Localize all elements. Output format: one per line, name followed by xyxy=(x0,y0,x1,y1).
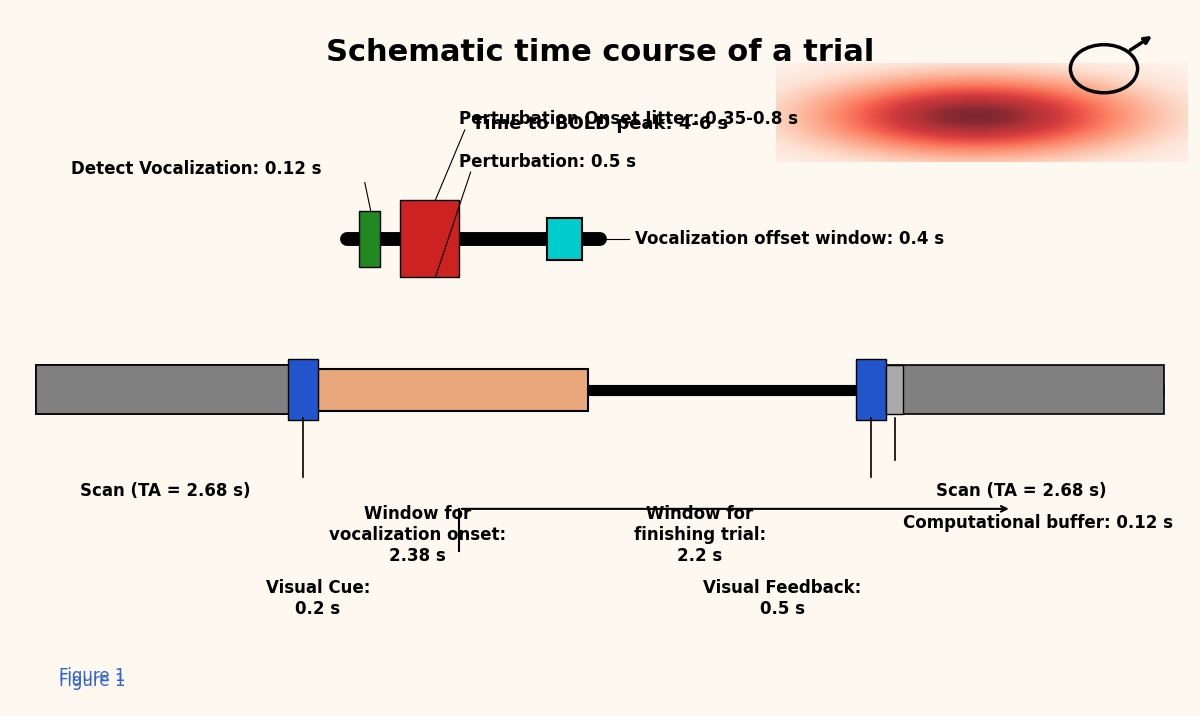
Text: Visual Cue:
0.2 s: Visual Cue: 0.2 s xyxy=(265,579,370,618)
FancyBboxPatch shape xyxy=(359,211,380,267)
Text: Computational buffer: 0.12 s: Computational buffer: 0.12 s xyxy=(904,514,1174,532)
Text: Perturbation: 0.5 s: Perturbation: 0.5 s xyxy=(458,153,636,170)
FancyBboxPatch shape xyxy=(547,218,582,260)
Text: Schematic time course of a trial: Schematic time course of a trial xyxy=(326,38,874,67)
FancyBboxPatch shape xyxy=(36,365,294,414)
FancyBboxPatch shape xyxy=(859,365,1164,414)
Text: Visual Feedback:
0.5 s: Visual Feedback: 0.5 s xyxy=(703,579,862,618)
Text: Figure 1: Figure 1 xyxy=(59,672,126,690)
FancyBboxPatch shape xyxy=(857,359,886,420)
FancyBboxPatch shape xyxy=(886,365,904,414)
Text: Window for
vocalization onset:
2.38 s: Window for vocalization onset: 2.38 s xyxy=(329,505,506,565)
Text: Window for
finishing trial:
2.2 s: Window for finishing trial: 2.2 s xyxy=(634,505,766,565)
Text: Time to BOLD peak: 4-6 s: Time to BOLD peak: 4-6 s xyxy=(472,115,728,133)
FancyBboxPatch shape xyxy=(400,200,458,277)
Text: Detect Vocalization: 0.12 s: Detect Vocalization: 0.12 s xyxy=(71,160,322,178)
Text: Vocalization offset window: 0.4 s: Vocalization offset window: 0.4 s xyxy=(635,230,944,248)
Text: Figure 1: Figure 1 xyxy=(59,667,126,684)
Text: Perturbation Onset Jitter: 0.35-0.8 s: Perturbation Onset Jitter: 0.35-0.8 s xyxy=(458,110,798,128)
FancyBboxPatch shape xyxy=(36,365,294,414)
FancyBboxPatch shape xyxy=(318,369,588,410)
FancyBboxPatch shape xyxy=(288,359,318,420)
Text: Scan (TA = 2.68 s): Scan (TA = 2.68 s) xyxy=(936,483,1106,500)
Text: Scan (TA = 2.68 s): Scan (TA = 2.68 s) xyxy=(79,483,250,500)
